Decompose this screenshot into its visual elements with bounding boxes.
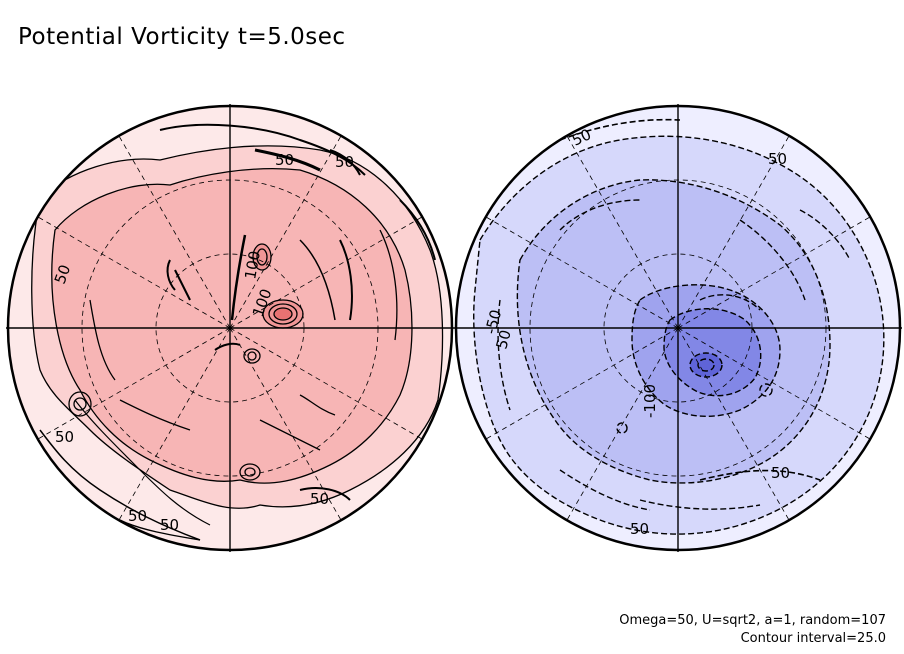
north-boundary	[6, 104, 454, 552]
south-label: -50	[481, 308, 505, 336]
north-label: 50	[275, 151, 294, 169]
south-label: 50	[630, 520, 649, 538]
south-label: 50	[771, 464, 790, 482]
north-label: 50	[51, 262, 74, 286]
north-axes	[6, 104, 454, 552]
footer-contour-interval: Contour interval=25.0	[740, 631, 886, 646]
north-fill-level-3b	[253, 244, 271, 270]
north-label: 50	[55, 428, 74, 446]
south-axes	[454, 104, 902, 552]
north-label: 50	[160, 516, 179, 534]
north-label: 50	[310, 490, 329, 508]
south-boundary	[454, 104, 902, 552]
footer-params: Omega=50, U=sqrt2, a=1, random=107	[619, 613, 886, 628]
south-label: 50	[768, 150, 787, 168]
north-fill-level-2	[51, 168, 412, 484]
north-label: 50	[128, 507, 147, 525]
south-label: -100	[641, 384, 659, 418]
south-contour-labels: 50 50 50 -100 50 50 -50	[481, 125, 790, 538]
plot-title: Potential Vorticity t=5.0sec	[18, 24, 346, 50]
south-contours	[473, 118, 885, 535]
south-fill-level-5	[690, 353, 722, 377]
north-fill-level-4	[274, 308, 292, 320]
north-label: 100	[241, 249, 264, 280]
south-fill-level-4	[664, 308, 761, 396]
north-label: 50	[335, 153, 354, 171]
south-label: 50	[492, 328, 514, 351]
